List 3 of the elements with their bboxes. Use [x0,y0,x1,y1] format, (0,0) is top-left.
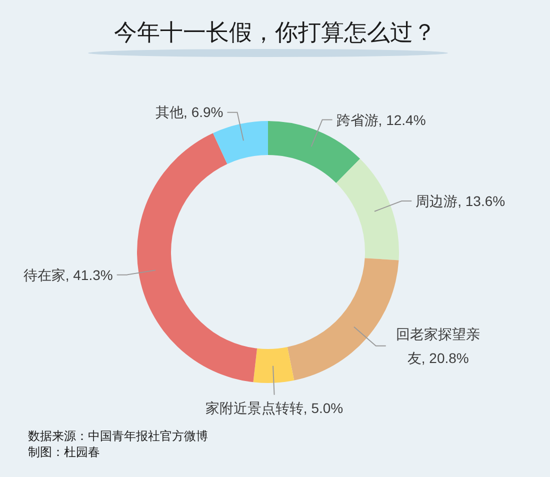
annotation: 数据来源：中国青年报社官方微博 [28,428,208,445]
annotation: 制图：杜园春 [28,444,100,461]
title: 今年十一长假，你打算怎么过？ [113,18,437,47]
